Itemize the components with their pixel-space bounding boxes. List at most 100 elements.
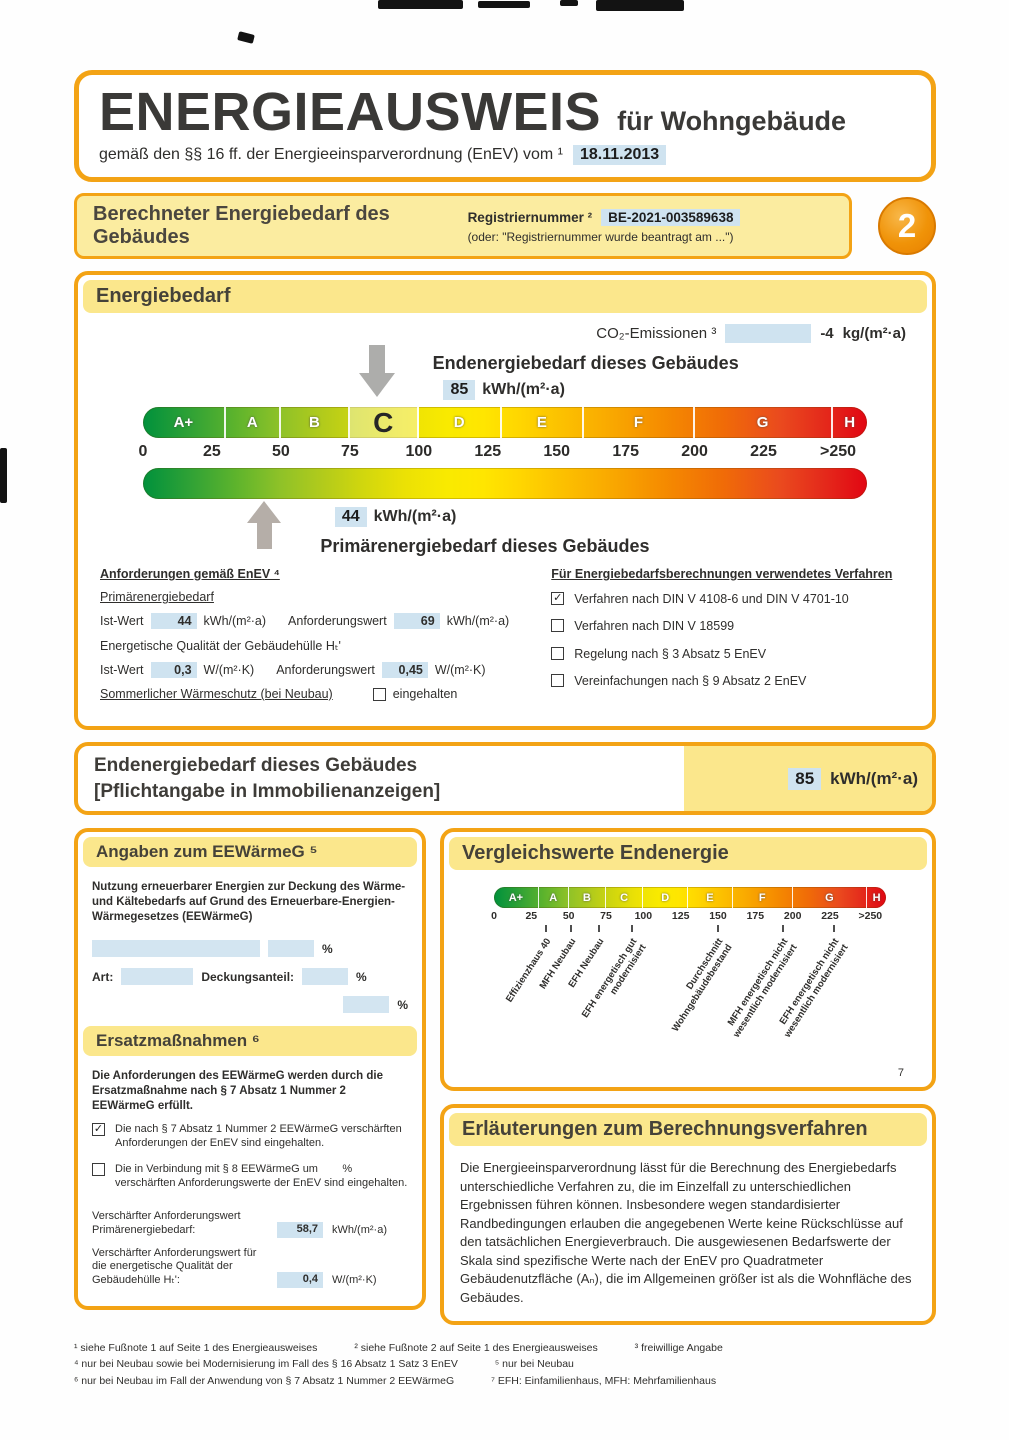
section-header-row: Berechneter Energiebedarf des Gebäudes R… — [74, 193, 936, 260]
requirements-columns: Anforderungen gemäß EnEV ⁴ Primärenergie… — [78, 565, 932, 720]
end-energy-unit: kWh/(m²·a) — [482, 381, 565, 399]
cmp-tick: 150 — [709, 910, 727, 923]
scale-class-f: F — [584, 407, 695, 439]
cmp-tick: 75 — [600, 910, 612, 923]
checkbox-ersatz-par7[interactable]: ✓ — [92, 1122, 105, 1136]
percent-sign: % — [356, 969, 367, 984]
strict-req1-value-field[interactable]: 58,7 — [277, 1221, 323, 1238]
eew-type-field[interactable] — [92, 940, 260, 958]
lower-columns: Angaben zum EEWärmeG ⁵ Nutzung erneuerba… — [74, 828, 936, 1325]
ordinance-date-field[interactable]: 18.11.2013 — [572, 145, 667, 166]
end-energy-banner: Endenergiebedarf dieses Gebäudes [Pflich… — [74, 742, 936, 816]
ersatz-heading: Ersatzmaßnahmen ⁶ — [83, 1026, 417, 1057]
primary-energy-value: 44 kWh/(m²·a) — [334, 507, 456, 528]
co2-row: CO₂-Emissionen ³ -4 kg/(m²·a) — [78, 318, 932, 344]
ersatz-check-label: Die in Verbindung mit § 8 EEWärmeG um % … — [115, 1162, 408, 1189]
registry-number-field[interactable]: BE-2021-003589638 — [601, 208, 741, 226]
primary-energy-annotation: 44 kWh/(m²·a) Primärenergiebedarf dieses… — [143, 499, 867, 565]
method-label: Regelung nach § 3 Absatz 5 EnEV — [574, 646, 767, 661]
arrow-head — [359, 373, 396, 398]
comparison-labels: Effizienzhaus 40 MFH Neubau EFH Neubau E… — [494, 925, 886, 1083]
banner-unit: kWh/(m²·a) — [830, 768, 918, 788]
energy-scale: Endenergiebedarf dieses Gebäudes 85 kWh/… — [139, 345, 867, 565]
scan-artifact — [478, 1, 530, 8]
anforderung-value-field[interactable]: 69 — [393, 613, 440, 630]
primary-energy-label: Primärenergiebedarf dieses Gebäudes — [320, 536, 650, 557]
method-label: Verfahren nach DIN V 18599 — [574, 619, 735, 634]
eew-extra-field[interactable] — [343, 996, 390, 1014]
ist-value-field[interactable]: 44 — [150, 613, 197, 630]
checkbox-din-18599[interactable] — [551, 619, 565, 633]
cmp-class-b: B — [569, 887, 606, 909]
percent-sign: % — [397, 997, 408, 1012]
cmp-tick: 200 — [783, 910, 802, 923]
registry-block: Registriernummer ² BE-2021-003589638 (od… — [467, 208, 833, 244]
scan-artifact — [596, 0, 684, 11]
envelope-values-row: Ist-Wert 0,3 W/(m²·K) Anforderungswert 0… — [100, 662, 523, 679]
end-energy-value-field[interactable]: 85 — [443, 380, 476, 401]
methods-heading: Für Energiebedarfsberechnungen verwendet… — [551, 567, 893, 582]
checkbox-din-4108[interactable]: ✓ — [551, 592, 565, 606]
requirements-heading: Anforderungen gemäß EnEV ⁴ — [100, 567, 280, 582]
checkbox-vereinfachungen-par9[interactable] — [551, 673, 565, 687]
cmp-tick: 50 — [562, 910, 575, 923]
deckungsanteil-field[interactable] — [302, 968, 349, 986]
eew-row-1: % — [92, 940, 408, 958]
scale-tick: 0 — [138, 443, 148, 461]
checkbox-summer-heat[interactable] — [372, 688, 386, 702]
anforderung-unit: kWh/(m²·a) — [446, 614, 510, 629]
banner-value-field[interactable]: 85 — [788, 767, 822, 790]
cmp-class-e: E — [688, 887, 733, 909]
checkbox-regelung-par3[interactable] — [551, 646, 565, 660]
ist-value-field[interactable]: 0,3 — [150, 662, 197, 679]
banner-value-panel: 85 kWh/(m²·a) — [684, 746, 932, 812]
title-suffix: für Wohngebäude — [617, 106, 847, 136]
co2-label: CO₂-Emissionen ³ — [596, 325, 717, 343]
anforderung-unit: W/(m²·K) — [434, 663, 486, 678]
co2-field[interactable] — [725, 324, 812, 344]
comparison-tick-mark — [833, 925, 836, 933]
eew-share-field[interactable] — [268, 940, 314, 958]
right-column: Vergleichswerte Endenergie A+ A B C D E … — [440, 828, 936, 1325]
footnote-3: ³ freiwillige Angabe — [634, 1341, 723, 1354]
cmp-tick: 125 — [671, 910, 690, 923]
eewaermeg-box: Angaben zum EEWärmeG ⁵ Nutzung erneuerba… — [74, 828, 426, 1310]
method-label: Verfahren nach DIN V 4108-6 und DIN V 47… — [574, 592, 849, 607]
primary-energy-subheading: Primärenergiebedarf — [100, 590, 214, 605]
comparison-scale: A+ A B C D E F G H 0 — [491, 887, 886, 1083]
vergleichswerte-box: Vergleichswerte Endenergie A+ A B C D E … — [440, 828, 936, 1092]
footnote-2: ² siehe Fußnote 2 auf Seite 1 des Energi… — [354, 1341, 598, 1354]
primary-energy-value-field[interactable]: 44 — [334, 507, 367, 528]
summer-heat-status: eingehalten — [392, 687, 458, 702]
strict-req2-unit: W/(m²·K) — [332, 1274, 377, 1287]
document-title: ENERGIEAUSWEIS für Wohngebäude — [99, 82, 911, 142]
co2-value: -4 — [820, 325, 834, 343]
ersatz-check-label: Die nach § 7 Absatz 1 Nummer 2 EEWärmeG … — [115, 1122, 402, 1150]
scale-tick: 150 — [543, 443, 571, 461]
art-field[interactable] — [121, 968, 194, 986]
primary-energy-values-row: Ist-Wert 44 kWh/(m²·a) Anforderungswert … — [100, 613, 523, 630]
anforderung-value-field[interactable]: 0,45 — [381, 662, 428, 679]
strict-req1-unit: kWh/(m²·a) — [332, 1223, 387, 1236]
percent-sign: % — [322, 941, 333, 956]
law-line: gemäß den §§ 16 ff. der Energieeinsparve… — [99, 145, 911, 166]
eewaermeg-fields: % Art: Deckungsanteil: % % — [78, 927, 422, 1021]
registry-alt-note: (oder: "Registriernummer wurde beantragt… — [467, 229, 734, 244]
main-title: ENERGIEAUSWEIS — [99, 82, 602, 142]
method-row: ✓ Verfahren nach DIN V 4108-6 und DIN V … — [551, 591, 910, 607]
cmp-class-h: H — [872, 891, 881, 904]
strict-req2-value-field[interactable]: 0,4 — [277, 1272, 323, 1288]
ist-label: Ist-Wert — [100, 614, 144, 629]
footnote-6: ⁶ nur bei Neubau im Fall der Anwendung v… — [74, 1374, 455, 1387]
erlaeuterungen-box: Erläuterungen zum Berechnungsverfahren D… — [440, 1104, 936, 1325]
arrow-shaft — [369, 345, 386, 374]
strict-requirement-row: Verschärfter Anforderungswert für die en… — [78, 1238, 422, 1288]
end-energy-annotation: Endenergiebedarf dieses Gebäudes 85 kWh/… — [143, 345, 867, 407]
document-content: ENERGIEAUSWEIS für Wohngebäude gemäß den… — [74, 70, 936, 1389]
scale-tick: 25 — [203, 443, 221, 461]
scan-artifact — [560, 0, 578, 6]
eew-row-3: % — [92, 996, 408, 1014]
ersatz-checkboxes: ✓ Die nach § 7 Absatz 1 Nummer 2 EEWärme… — [78, 1122, 422, 1190]
checkbox-ersatz-par8[interactable] — [92, 1162, 105, 1176]
section-heading: Berechneter Energiebedarf des Gebäudes — [93, 203, 390, 249]
